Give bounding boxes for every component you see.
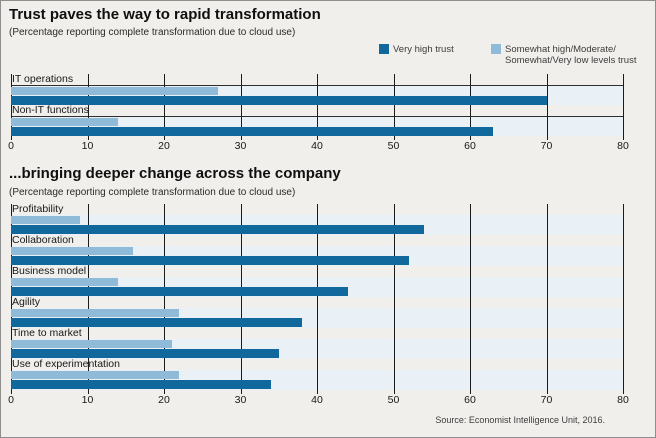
legend-label: Very high trust <box>393 44 454 55</box>
category-label: Collaboration <box>12 234 74 246</box>
gridline <box>546 74 548 140</box>
bar-very-high-trust <box>11 349 279 358</box>
legend-item-somewhat-trust: Somewhat high/Moderate/ Somewhat/Very lo… <box>491 44 636 66</box>
gridline <box>164 74 165 140</box>
x-axis-tick-label: 0 <box>8 140 14 152</box>
x-axis-tick-label: 50 <box>387 140 400 152</box>
legend-item-very-high-trust: Very high trust <box>379 44 454 55</box>
x-axis-tick-label: 60 <box>464 140 476 152</box>
very-high-trust-swatch-icon <box>379 44 389 54</box>
category-label: Non-IT functions <box>12 104 89 116</box>
rows: Profitability Collaboration Business model… <box>11 204 623 390</box>
chart1-subtitle: (Percentage reporting complete transform… <box>9 27 296 38</box>
x-axis: 0 10 20 30 40 50 60 70 80 <box>8 140 629 153</box>
x-axis-tick-label: 0 <box>8 394 14 406</box>
bar-very-high-trust <box>11 380 272 389</box>
gridline <box>623 204 624 394</box>
gridline <box>317 74 318 140</box>
x-axis-tick-label: 50 <box>387 394 400 406</box>
x-axis-tick-label: 30 <box>234 394 247 406</box>
x-axis-tick-label: 60 <box>464 394 476 406</box>
gridline <box>317 204 318 394</box>
bar-somewhat-trust <box>11 216 80 224</box>
gridline <box>11 204 12 394</box>
bar-very-high-trust <box>11 96 547 105</box>
category-label: Profitability <box>12 203 64 215</box>
gridline <box>393 204 395 394</box>
x-axis-tick-label: 40 <box>311 140 323 152</box>
x-axis-tick-label: 70 <box>540 140 553 152</box>
bar-somewhat-trust <box>11 371 180 379</box>
x-axis-tick-label: 10 <box>81 140 94 152</box>
bar-somewhat-trust <box>11 278 119 286</box>
gridline <box>393 74 395 140</box>
x-axis-tick-label: 20 <box>158 140 170 152</box>
chart1-title: Trust paves the way to rapid transformat… <box>9 6 321 23</box>
x-axis-tick-label: 30 <box>234 140 247 152</box>
bar-very-high-trust <box>11 225 425 234</box>
category-label: Business model <box>12 265 87 277</box>
gridline <box>240 204 242 394</box>
bar-very-high-trust <box>11 287 348 296</box>
gridline <box>164 204 165 394</box>
category-label: Time to market <box>12 327 82 339</box>
gridline <box>546 204 548 394</box>
chart2-title: ...bringing deeper change across the com… <box>9 165 341 182</box>
somewhat-trust-swatch-icon <box>491 44 501 54</box>
x-axis-tick-label: 80 <box>617 394 629 406</box>
category-label: Agility <box>12 296 41 308</box>
x-axis-tick-label: 80 <box>617 140 629 152</box>
category-label: IT operations <box>12 73 74 85</box>
legend: Very high trust Somewhat high/Moderate/ … <box>1 44 655 68</box>
bar-somewhat-trust <box>11 340 172 348</box>
bar-very-high-trust <box>11 127 493 136</box>
bar-somewhat-trust <box>11 87 218 95</box>
category-label: Use of experimentation <box>12 358 120 370</box>
x-axis: 0 10 20 30 40 50 60 70 80 <box>8 394 629 407</box>
x-axis-tick-label: 70 <box>540 394 553 406</box>
bar-chart-trust: IT operations Non-IT functions 0 10 20 30 40 5… <box>8 74 629 153</box>
gridline <box>87 74 89 140</box>
rows: IT operations Non-IT functions <box>11 74 623 136</box>
chart2-subtitle: (Percentage reporting complete transform… <box>9 187 296 198</box>
source-note: Source: Economist Intelligence Unit, 201… <box>435 415 605 425</box>
gridline <box>470 204 471 394</box>
legend-label: Somewhat high/Moderate/ Somewhat/Very lo… <box>505 44 636 66</box>
bar-somewhat-trust <box>11 118 119 126</box>
legend-label-line2: Somewhat/Very low levels trust <box>505 55 637 66</box>
gridline <box>11 74 12 140</box>
bar-somewhat-trust <box>11 309 180 317</box>
gridline <box>623 74 624 140</box>
bar-very-high-trust <box>11 318 302 327</box>
x-axis-tick-label: 40 <box>311 394 323 406</box>
gridline <box>470 74 471 140</box>
bar-very-high-trust <box>11 256 409 265</box>
bar-chart-company-change: Profitability Collaboration Business model… <box>8 204 629 407</box>
legend-label-line1: Somewhat high/Moderate/ <box>505 44 616 55</box>
x-axis-tick-label: 10 <box>81 394 94 406</box>
bar-somewhat-trust <box>11 247 134 255</box>
gridline <box>240 74 242 140</box>
x-axis-tick-label: 20 <box>158 394 170 406</box>
gridline <box>87 204 89 394</box>
